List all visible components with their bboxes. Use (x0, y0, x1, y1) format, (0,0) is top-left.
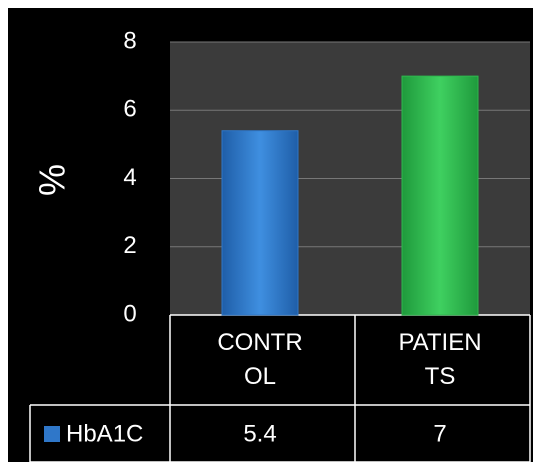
legend-label: HbA1C (66, 420, 143, 447)
y-tick-label: 4 (123, 164, 136, 191)
legend-swatch (44, 426, 60, 442)
y-tick-label: 2 (123, 232, 136, 259)
bar (221, 130, 299, 316)
y-tick-label: 0 (123, 300, 136, 327)
y-tick-label: 8 (123, 27, 136, 54)
y-tick-label: 6 (123, 96, 136, 123)
table-value: 7 (433, 420, 446, 447)
y-axis-label: % (32, 164, 73, 196)
table-value: 5.4 (243, 420, 276, 447)
bar (401, 75, 479, 316)
x-tick-label: CONTROL (217, 329, 303, 390)
x-tick-label: PATIENTS (398, 329, 482, 390)
